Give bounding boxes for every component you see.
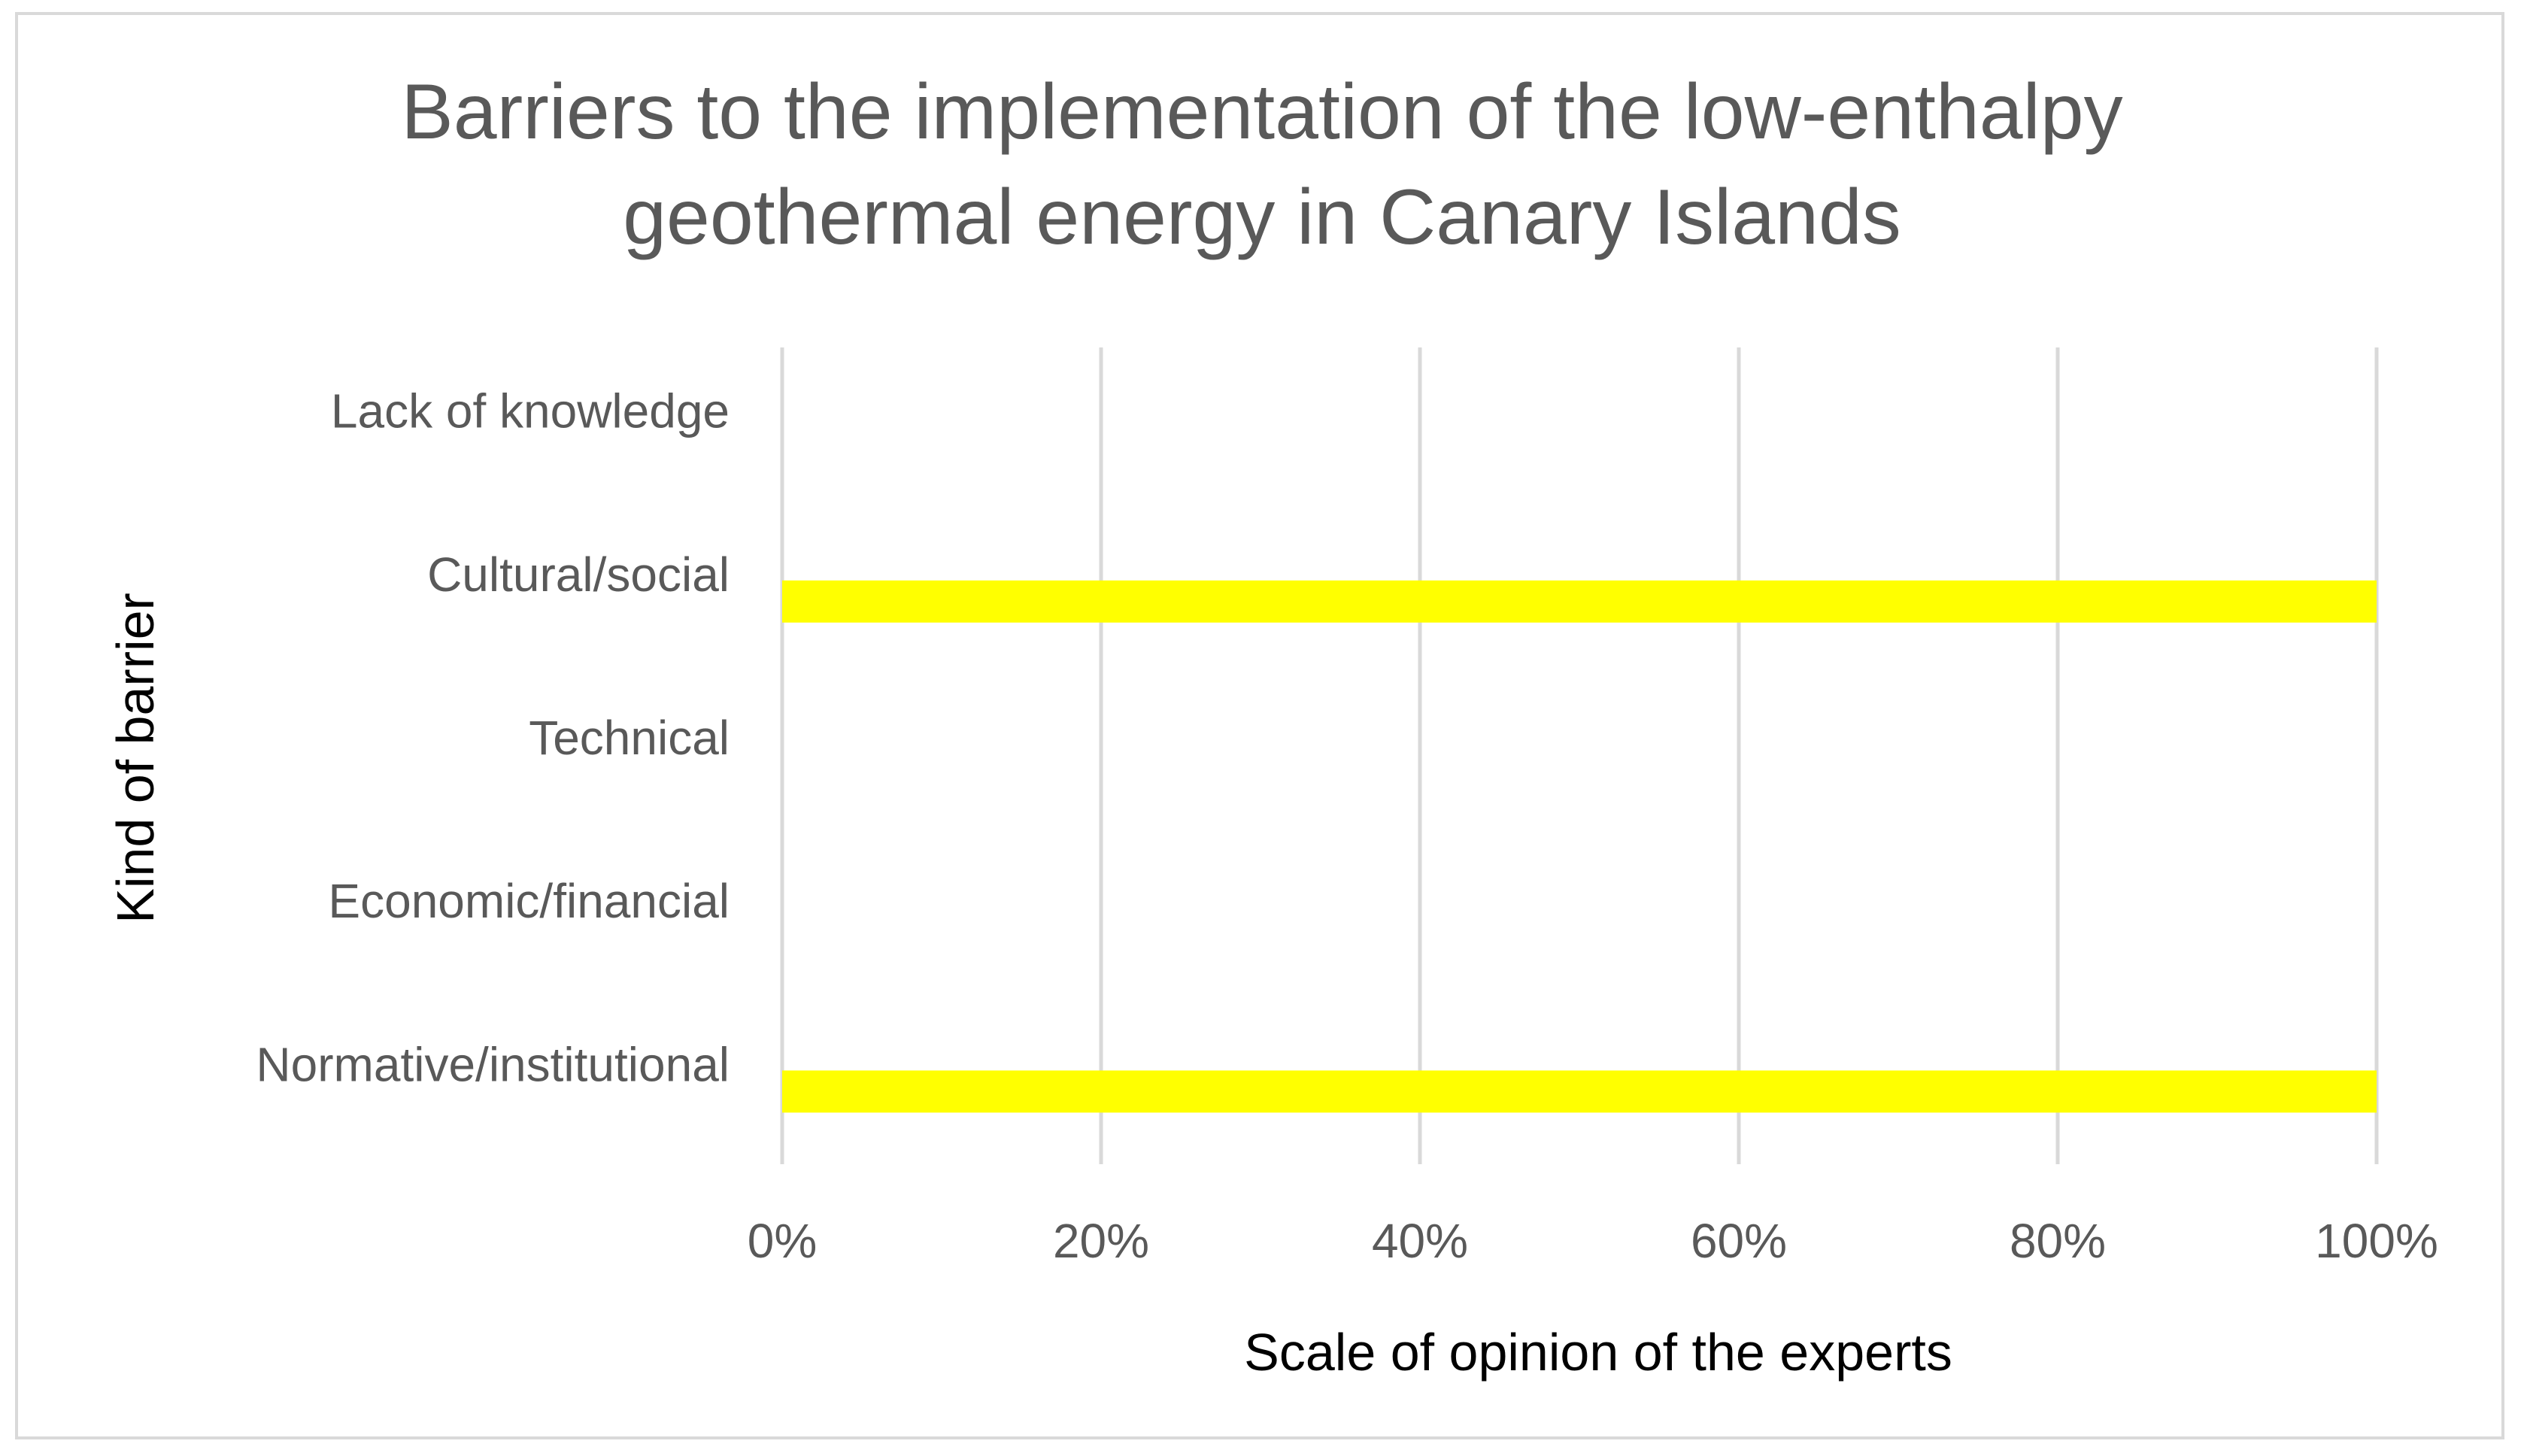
chart-title: Barriers to the implementation of the lo… (401, 68, 2122, 261)
x-tick-label: 0% (748, 1214, 818, 1268)
y-axis-labels: Normative/institutional Economic/financia… (256, 384, 730, 1092)
gridlines (780, 347, 2379, 1164)
chart-title-line-2: geothermal energy in Canary Islands (623, 174, 1901, 261)
y-tick-label: Cultural/social (427, 548, 730, 602)
x-axis-labels: 0% 20% 40% 60% 80% 100% (748, 1214, 2438, 1268)
bars (782, 580, 2377, 1113)
chart-frame (15, 12, 2504, 1439)
x-tick-label: 80% (2010, 1214, 2106, 1268)
x-tick-label: 100% (2315, 1214, 2438, 1268)
y-tick-label: Lack of knowledge (331, 384, 730, 438)
x-tick-label: 20% (1053, 1214, 1149, 1268)
x-tick-label: 60% (1691, 1214, 1787, 1268)
bar-cultural-social (782, 580, 2377, 623)
y-axis-title: Kind of barrier (106, 593, 165, 924)
x-tick-label: 40% (1372, 1214, 1468, 1268)
y-tick-label: Normative/institutional (256, 1037, 730, 1091)
y-tick-label: Technical (529, 711, 730, 765)
bar-normative-institutional (782, 1070, 2377, 1113)
y-tick-label: Economic/financial (328, 874, 730, 928)
chart-title-line-1: Barriers to the implementation of the lo… (401, 68, 2122, 156)
x-axis-title: Scale of opinion of the experts (1244, 1323, 1952, 1382)
